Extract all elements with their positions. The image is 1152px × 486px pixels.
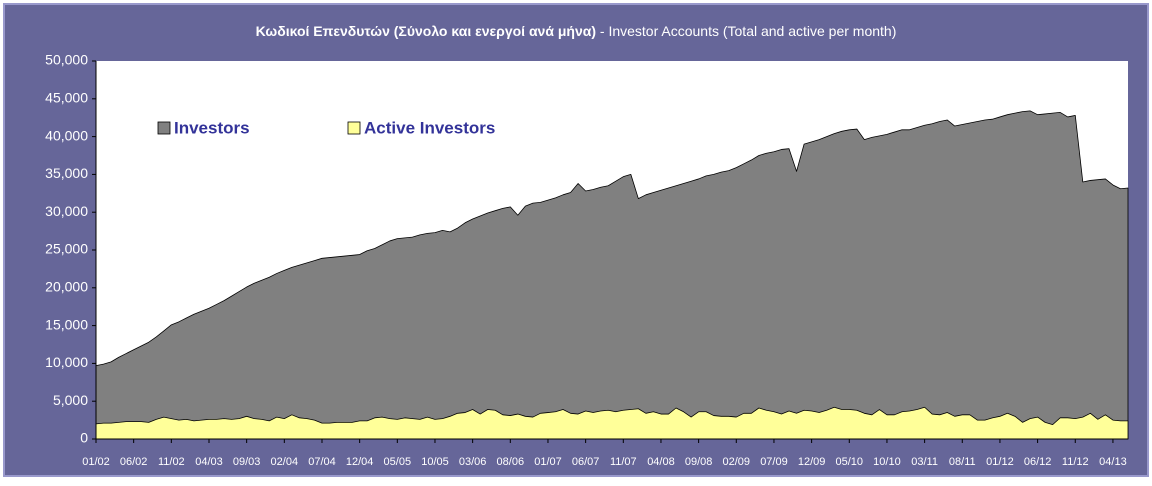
x-tick-label: 04/03 [195, 456, 223, 468]
y-tick-label: 25,000 [45, 241, 88, 257]
x-tick-label: 04/13 [1099, 456, 1127, 468]
x-tick-label: 01/02 [82, 456, 110, 468]
x-tick-label: 07/09 [760, 456, 788, 468]
x-tick-label: 04/08 [647, 456, 675, 468]
chart-title: Κωδικοί Επενδυτών (Σύνολο και ενεργοί αν… [256, 23, 897, 39]
legend-swatch [157, 121, 171, 135]
y-tick-label: 40,000 [45, 127, 88, 143]
x-tick-label: 05/10 [836, 456, 864, 468]
x-tick-label: 10/05 [421, 456, 449, 468]
legend-swatch [347, 121, 361, 135]
x-tick-label: 11/02 [158, 456, 185, 468]
y-tick-label: 30,000 [45, 203, 88, 219]
x-tick-label: 03/11 [911, 456, 938, 468]
x-tick-label: 12/04 [346, 456, 374, 468]
y-tick-label: 0 [80, 430, 88, 446]
x-tick-label: 07/04 [308, 456, 336, 468]
x-tick-label: 01/12 [986, 456, 1014, 468]
x-tick-label: 01/07 [534, 456, 562, 468]
y-tick-label: 15,000 [45, 316, 88, 332]
x-tick-label: 05/05 [384, 456, 412, 468]
y-tick-label: 50,000 [45, 52, 88, 68]
x-tick-label: 12/09 [798, 456, 826, 468]
x-tick-label: 06/07 [572, 456, 600, 468]
legend-label: Investors [174, 118, 250, 137]
area [95, 110, 1129, 440]
x-tick-label: 11/12 [1062, 456, 1089, 468]
y-tick-label: 5,000 [53, 392, 88, 408]
x-tick-label: 08/11 [949, 456, 976, 468]
y-tick-label: 35,000 [45, 165, 88, 181]
x-tick-label: 06/02 [120, 456, 148, 468]
x-tick-label: 02/09 [723, 456, 751, 468]
title-bold: Κωδικοί Επενδυτών (Σύνολο και ενεργοί αν… [256, 23, 596, 39]
x-tick-label: 11/07 [610, 456, 637, 468]
x-tick-label: 09/08 [685, 456, 713, 468]
x-tick-label: 06/12 [1024, 456, 1052, 468]
legend-label: Active Investors [364, 118, 495, 137]
x-tick-label: 08/06 [497, 456, 525, 468]
x-tick-label: 09/03 [233, 456, 261, 468]
y-tick-label: 45,000 [45, 90, 88, 106]
x-tick-label: 03/06 [459, 456, 487, 468]
y-tick-label: 20,000 [45, 279, 88, 295]
title-regular: - Investor Accounts (Total and active pe… [596, 23, 896, 39]
x-tick-label: 02/04 [271, 456, 299, 468]
x-tick-label: 10/10 [873, 456, 901, 468]
area [95, 406, 1129, 440]
y-tick-label: 10,000 [45, 354, 88, 370]
